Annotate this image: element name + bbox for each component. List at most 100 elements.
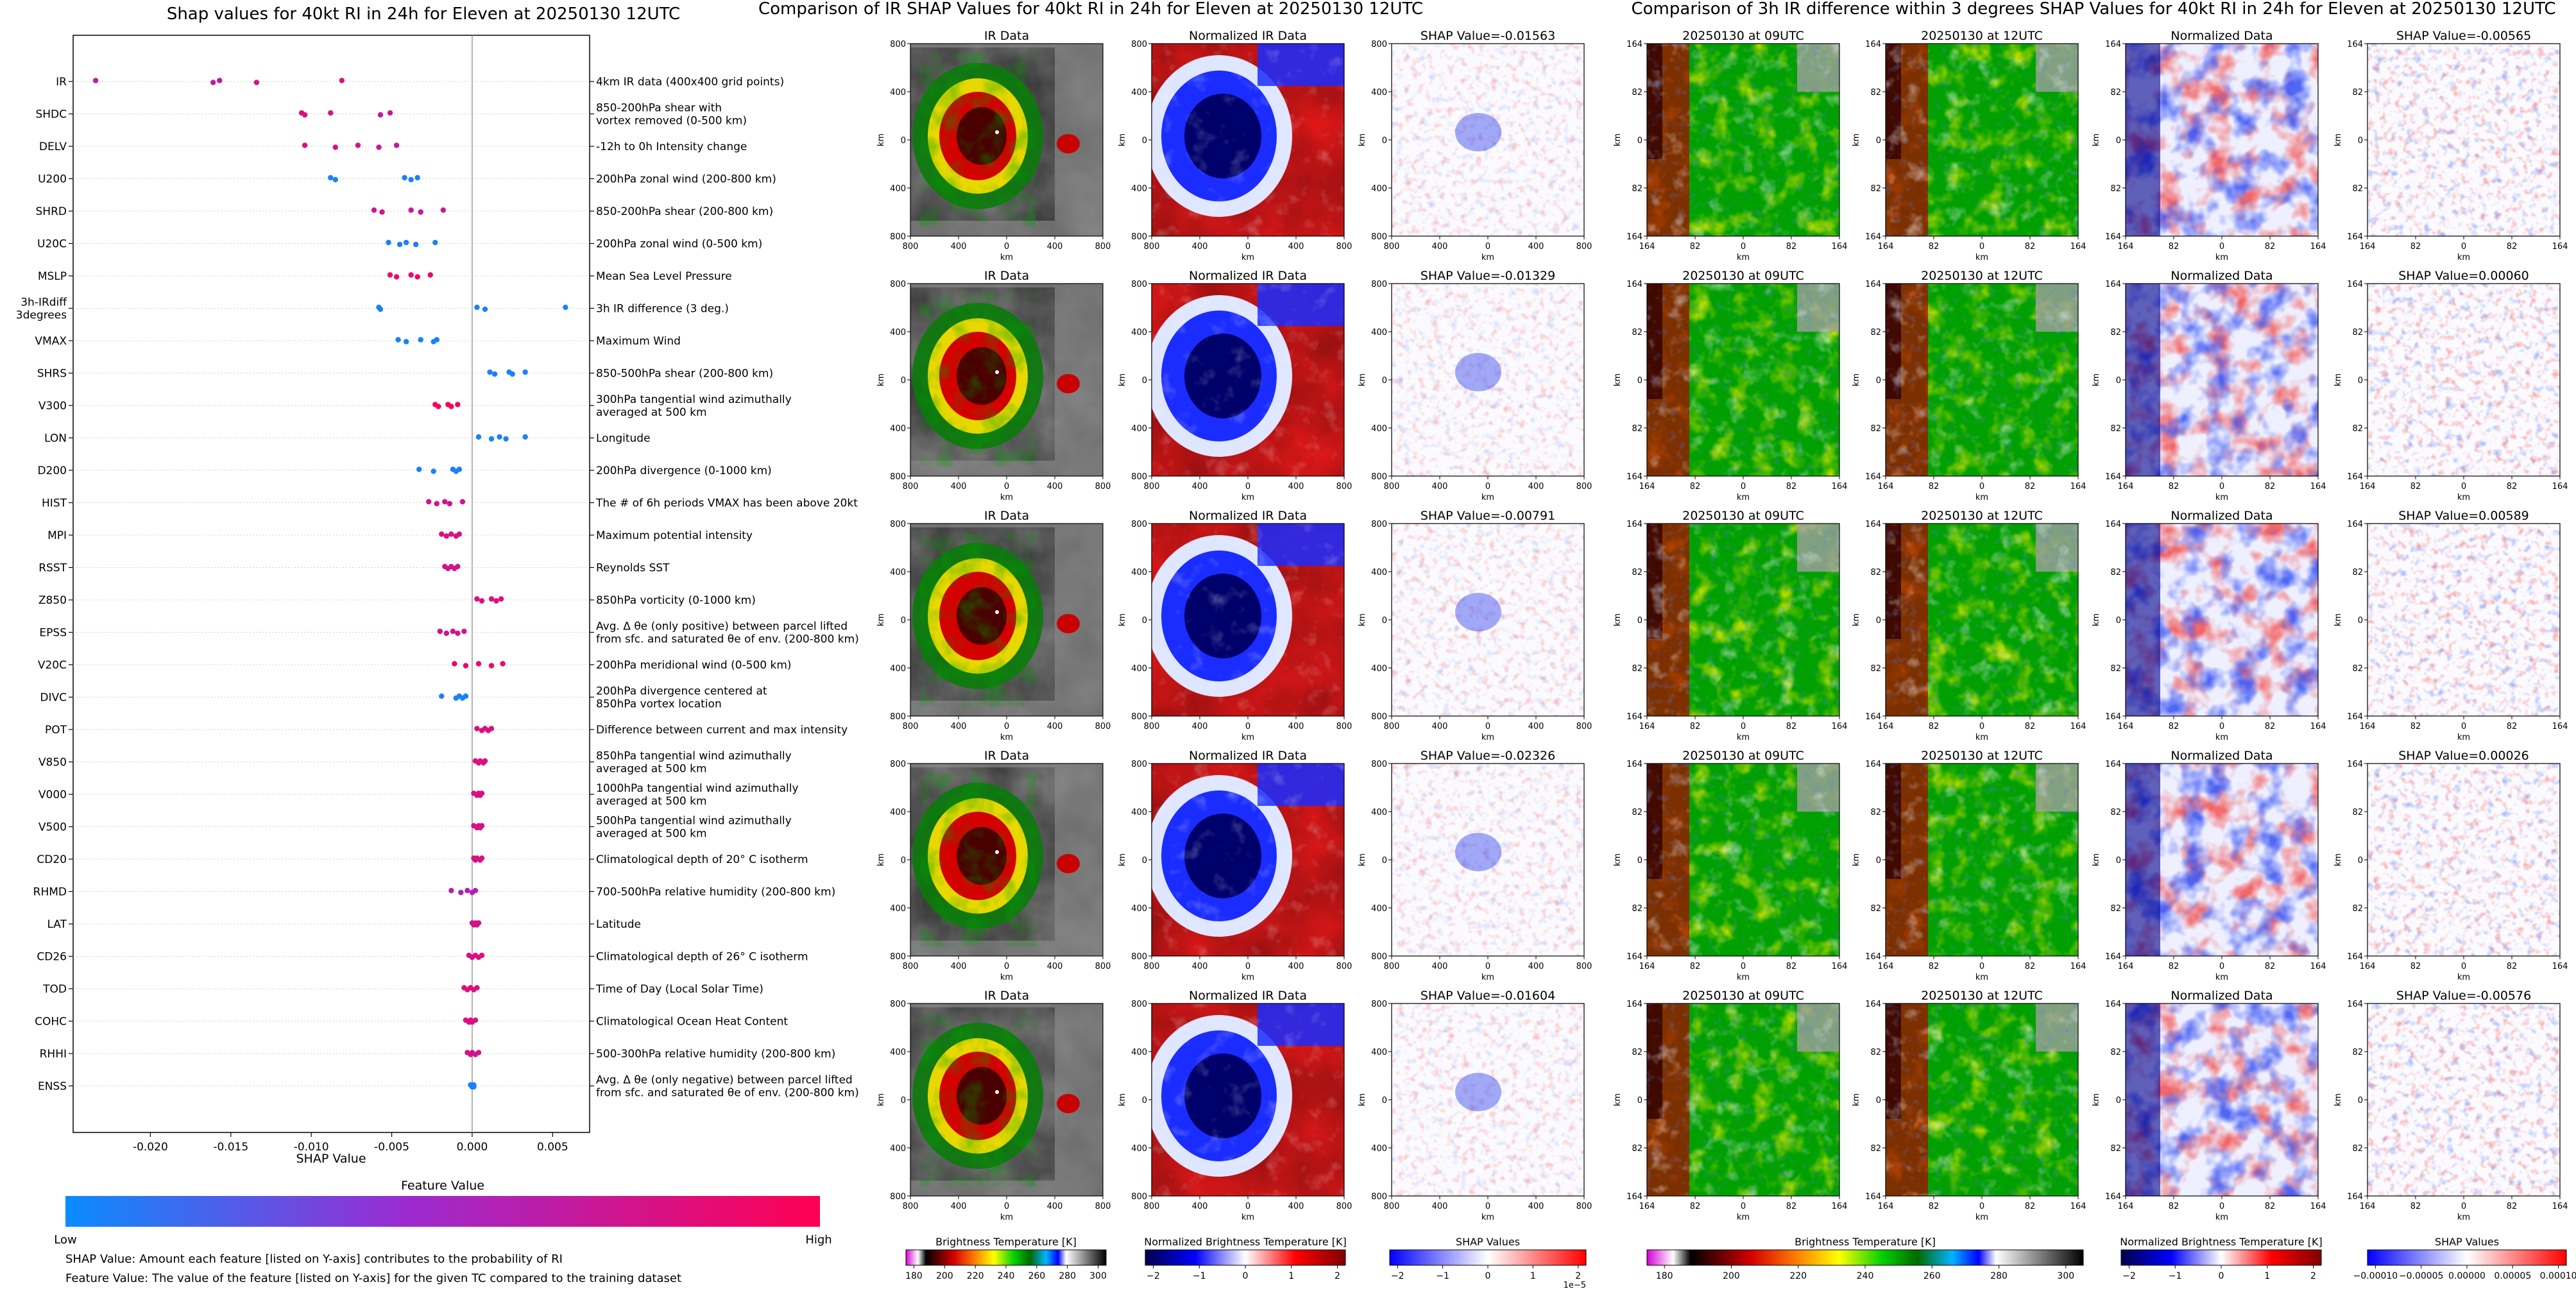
shap-point — [403, 239, 409, 246]
shap-point — [488, 596, 495, 602]
panel-y-axis-label: km — [876, 373, 886, 386]
panel-y-tick-label: 164 — [1626, 952, 1642, 962]
panel-title: Normalized IR Data — [1189, 269, 1307, 283]
feature-description-label: Difference between current and max inten… — [596, 724, 848, 737]
feature-row: DIVC 200hPa divergence centered at 850hPa … — [40, 685, 767, 711]
panel-y-tick-label: 0 — [2116, 1096, 2121, 1105]
panel-y-tick-label: 400 — [890, 1048, 906, 1057]
panel-y-tick-label: 800 — [1131, 472, 1147, 482]
storm-center-marker — [995, 850, 999, 854]
bt-panel: 20250130 at 12UTC1641648282008282164164k… — [1852, 749, 2086, 982]
panel-title: Normalized IR Data — [1189, 509, 1307, 523]
panel-frame — [2125, 283, 2319, 477]
panel-x-tick-label: 800 — [1576, 1202, 1592, 1211]
bt-white — [1886, 764, 2078, 956]
panel-x-tick-label: 400 — [1192, 1202, 1208, 1211]
shap-point — [393, 142, 400, 148]
panel-y-tick-label: 800 — [1131, 712, 1147, 722]
panel-x-tick-label: 800 — [903, 482, 919, 491]
panel-y-axis-label: km — [1613, 1093, 1623, 1106]
shap-point — [253, 80, 260, 85]
shap-point — [408, 207, 414, 213]
panel-x-tick-label: 164 — [1832, 482, 1848, 491]
panel-title: 20250130 at 12UTC — [1921, 509, 2043, 523]
panel-x-tick-label: 400 — [951, 962, 967, 971]
panel-x-tick-label: 800 — [1144, 1202, 1160, 1211]
panel-image — [1392, 764, 1584, 956]
panel-y-tick-label: 0 — [1876, 136, 1881, 146]
panel-x-tick-label: 82 — [1690, 1202, 1701, 1211]
panel-x-tick-label: 400 — [951, 242, 967, 252]
feature-description-label: Longitude — [596, 432, 651, 445]
panel-x-tick-label: 400 — [1047, 1202, 1063, 1211]
shap-point — [475, 920, 482, 926]
panel-y-tick-label: 0 — [1637, 616, 1642, 626]
cloud-texture — [920, 1013, 1036, 1186]
panel-y-tick-label: 800 — [890, 952, 906, 962]
panel-x-tick-label: 82 — [1786, 722, 1797, 731]
bt-white — [1886, 284, 2078, 476]
panel-x-tick-label: 400 — [1288, 1202, 1304, 1211]
shap-point — [376, 144, 382, 150]
panel-y-tick-label: 164 — [1626, 1192, 1642, 1202]
normalized-diff-panel: Normalized Data1641648282008282164164kmk… — [2092, 749, 2326, 982]
panel-x-tick-label: 164 — [1639, 1202, 1655, 1211]
norm-white-texture — [1152, 764, 1344, 956]
panel-x-axis-label: km — [1000, 493, 1013, 502]
panel-x-tick-label: 800 — [1144, 482, 1160, 491]
panel-y-tick-label: 400 — [1131, 808, 1147, 817]
panel-y-tick-label: 164 — [2347, 952, 2363, 962]
shap-point — [452, 661, 457, 667]
feature-description-label: Mean Sea Level Pressure — [596, 270, 732, 283]
panel-frame — [2125, 763, 2319, 957]
panel-title: 20250130 at 12UTC — [1921, 749, 2043, 763]
panel-title: Normalized Data — [2171, 29, 2273, 43]
colorbar-swatch — [905, 1249, 1107, 1266]
colorbar-tick-label: 220 — [1789, 1271, 1807, 1281]
panel-x-tick-label: 82 — [2025, 722, 2036, 731]
feature-row: SHDC 850-200hPa shear with vortex removed … — [35, 102, 747, 128]
panel-title: SHAP Value=-0.00565 — [2396, 29, 2531, 43]
panel-y-tick-label: 400 — [890, 808, 906, 817]
feature-row: RHMD 700-500hPa relative humidity (200-80… — [33, 886, 836, 899]
panel-y-axis-label: km — [1358, 613, 1367, 626]
panel-y-tick-label: 0 — [1142, 856, 1147, 866]
panel-image — [1392, 284, 1584, 476]
panel-frame — [1885, 523, 2079, 717]
panel-y-tick-label: 82 — [1632, 1144, 1642, 1154]
panel-x-tick-label: 400 — [1432, 722, 1448, 731]
panel-y-tick-label: 164 — [2347, 1000, 2363, 1009]
shapdiff-blue — [2367, 524, 2560, 716]
panel-x-axis-label: km — [1000, 733, 1013, 742]
feature-description-label: 200hPa divergence centered at 850hPa vort… — [596, 685, 767, 711]
ir-shap-panel: SHAP Value=-0.00791800800400400004004008… — [1358, 509, 1592, 742]
colorbar-tick-label: −2 — [1147, 1271, 1160, 1281]
shapdiff-blue — [2367, 1003, 2560, 1196]
shap-point — [442, 499, 448, 505]
panel-x-tick-label: 164 — [2070, 242, 2086, 252]
shap-point — [482, 758, 488, 764]
shap-point — [487, 369, 493, 375]
ir-grid-title: Comparison of IR SHAP Values for 40kt RI… — [758, 0, 1423, 19]
shap-point — [493, 598, 499, 604]
panel-image — [1647, 524, 1839, 716]
cloud-texture — [920, 533, 1036, 706]
bt-panel: 20250130 at 09UTC1641648282008282164164k… — [1613, 269, 1847, 502]
panel-image — [2126, 1003, 2318, 1196]
panel-y-tick-label: 800 — [1371, 712, 1387, 722]
bt-white — [1647, 44, 1839, 236]
diff-shap-panel: SHAP Value=0.000261641648282008282164164… — [2333, 749, 2568, 982]
x-tick-label: 0.005 — [537, 1141, 568, 1154]
panel-y-tick-label: 400 — [1371, 808, 1387, 817]
panel-x-tick-label: 82 — [2265, 1202, 2276, 1211]
panel-x-tick-label: 164 — [1639, 722, 1655, 731]
secondary-cell — [1057, 854, 1080, 873]
panel-title: SHAP Value=-0.00576 — [2396, 989, 2531, 1003]
panel-image — [910, 284, 1103, 476]
panel-x-tick-label: 400 — [1432, 482, 1448, 491]
panel-x-axis-label: km — [1975, 1213, 1988, 1222]
panel-y-tick-label: 800 — [890, 520, 906, 529]
panel-frame — [2367, 43, 2561, 237]
